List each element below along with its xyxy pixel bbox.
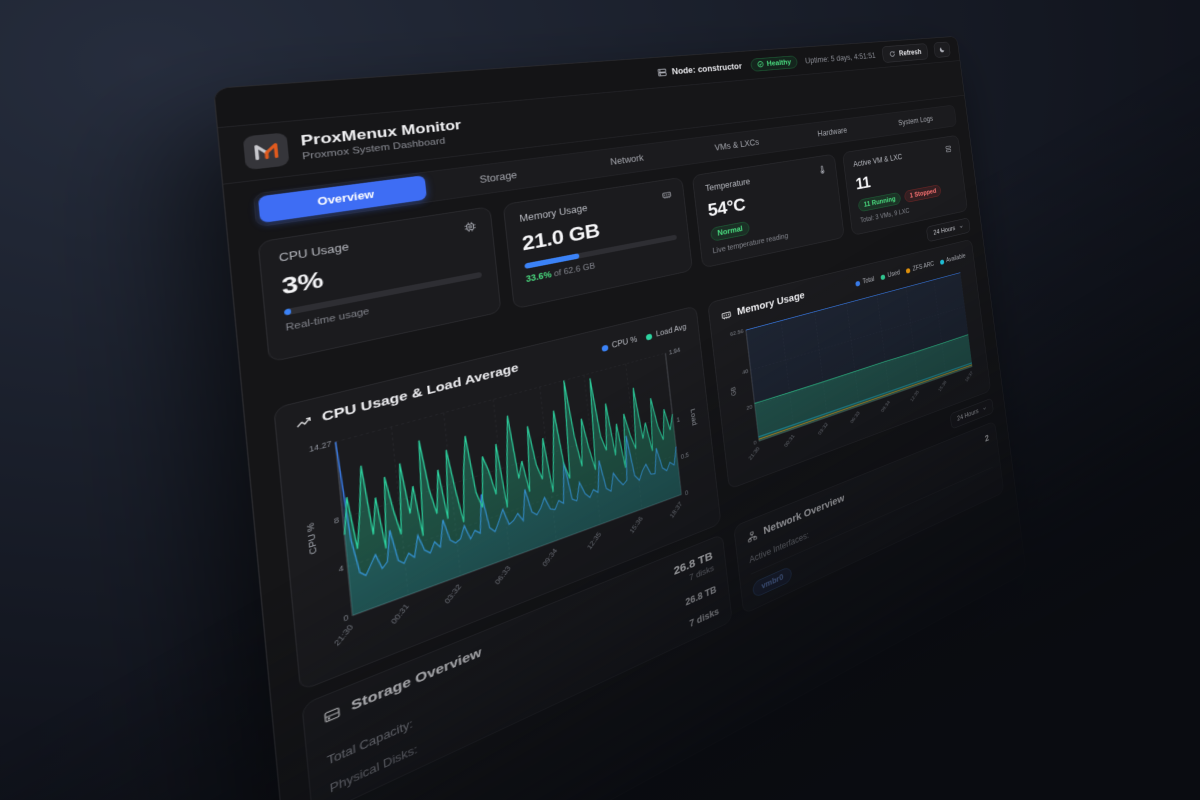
tab-network[interactable]: Network bbox=[564, 142, 685, 180]
svg-text:06:33: 06:33 bbox=[493, 564, 512, 586]
node-indicator: Node: constructor bbox=[656, 61, 742, 77]
tab-system-logs[interactable]: System Logs bbox=[874, 107, 954, 135]
refresh-button[interactable]: Refresh bbox=[881, 42, 929, 63]
proxmenux-logo bbox=[242, 132, 290, 171]
legend-item: ZFS ARC bbox=[905, 261, 934, 275]
svg-text:21:30: 21:30 bbox=[332, 623, 355, 647]
network-icon bbox=[746, 528, 758, 544]
svg-text:12:35: 12:35 bbox=[585, 530, 602, 550]
memory-card-label: Memory Usage bbox=[518, 202, 588, 225]
cpu-card-label: CPU Usage bbox=[278, 240, 350, 265]
svg-text:00:31: 00:31 bbox=[389, 602, 411, 625]
temperature-status-badge: Normal bbox=[709, 220, 751, 242]
svg-text:21:30: 21:30 bbox=[747, 446, 761, 461]
svg-text:14.27: 14.27 bbox=[309, 438, 332, 453]
svg-text:4: 4 bbox=[338, 563, 344, 574]
svg-text:0: 0 bbox=[343, 612, 349, 623]
trending-up-icon bbox=[294, 413, 313, 432]
svg-text:18:37: 18:37 bbox=[964, 370, 974, 382]
tab-storage[interactable]: Storage bbox=[424, 157, 566, 199]
uptime-label: Uptime: 5 days, 4:51:51 bbox=[804, 50, 876, 66]
svg-text:12:35: 12:35 bbox=[909, 389, 920, 402]
svg-text:03:32: 03:32 bbox=[817, 422, 829, 436]
hard-drive-icon bbox=[322, 703, 342, 725]
memory-chart-icon bbox=[720, 308, 732, 322]
thermometer-icon bbox=[818, 165, 827, 175]
legend-item: Total bbox=[855, 276, 875, 288]
network-interface-count: 2 bbox=[984, 432, 990, 445]
svg-text:06:33: 06:33 bbox=[849, 410, 861, 424]
active-interfaces-row: Active Interfaces: bbox=[748, 529, 810, 566]
health-badge: Healthy bbox=[749, 55, 798, 72]
interface-badge[interactable]: vmbr0 bbox=[751, 565, 793, 599]
vms-card-label: Active VM & LXC bbox=[852, 152, 903, 169]
svg-text:09:34: 09:34 bbox=[541, 547, 559, 568]
svg-text:0.5: 0.5 bbox=[680, 450, 689, 460]
svg-text:1: 1 bbox=[676, 415, 680, 424]
header-text: ProxMenux Monitor Proxmox System Dashboa… bbox=[300, 117, 463, 162]
svg-text:CPU %: CPU % bbox=[305, 521, 320, 556]
svg-text:18:37: 18:37 bbox=[668, 500, 683, 519]
svg-text:62.56: 62.56 bbox=[730, 328, 744, 337]
svg-text:1.94: 1.94 bbox=[668, 345, 680, 355]
cpu-icon bbox=[463, 220, 477, 233]
svg-text:20: 20 bbox=[746, 404, 753, 412]
right-column: Memory Usage Total Used ZFS ARC Available 6… bbox=[707, 238, 1005, 615]
svg-text:15:36: 15:36 bbox=[628, 515, 644, 535]
dashboard-window: Node: constructor Healthy Uptime: 5 days… bbox=[213, 35, 1027, 800]
svg-text:09:34: 09:34 bbox=[880, 400, 891, 413]
time-range-select[interactable]: 24 Hours bbox=[926, 217, 971, 243]
tab-hardware[interactable]: Hardware bbox=[785, 117, 876, 148]
svg-text:0: 0 bbox=[753, 439, 757, 446]
memory-icon bbox=[661, 189, 672, 200]
chevron-down-icon bbox=[959, 223, 964, 230]
stopped-badge: 1 Stopped bbox=[904, 184, 942, 203]
refresh-icon bbox=[889, 50, 896, 57]
tab-overview[interactable]: Overview bbox=[257, 175, 427, 224]
svg-text:03:32: 03:32 bbox=[442, 583, 462, 605]
svg-text:0: 0 bbox=[684, 488, 688, 497]
theme-toggle-button[interactable] bbox=[933, 41, 951, 58]
legend-item: Used bbox=[880, 269, 900, 281]
legend-item: Available bbox=[939, 253, 966, 266]
stack-icon bbox=[945, 145, 953, 154]
legend-item: Load Avg bbox=[646, 323, 687, 341]
legend-item: CPU % bbox=[601, 336, 638, 353]
chevron-down-icon-2 bbox=[982, 405, 987, 413]
cpu-progress-fill bbox=[283, 308, 292, 316]
tab-vms-lxcs[interactable]: VMs & LXCs bbox=[683, 129, 788, 163]
svg-text:40: 40 bbox=[742, 368, 749, 375]
svg-text:GB: GB bbox=[730, 386, 738, 397]
svg-text:00:31: 00:31 bbox=[783, 433, 796, 447]
server-icon bbox=[656, 67, 667, 77]
temperature-card-label: Temperature bbox=[704, 176, 751, 194]
moon-icon bbox=[939, 46, 946, 54]
svg-text:15:36: 15:36 bbox=[937, 380, 947, 393]
svg-text:8: 8 bbox=[333, 514, 339, 525]
node-label: Node: constructor bbox=[671, 61, 743, 77]
check-circle-icon bbox=[757, 60, 765, 68]
svg-text:Load: Load bbox=[689, 408, 698, 427]
